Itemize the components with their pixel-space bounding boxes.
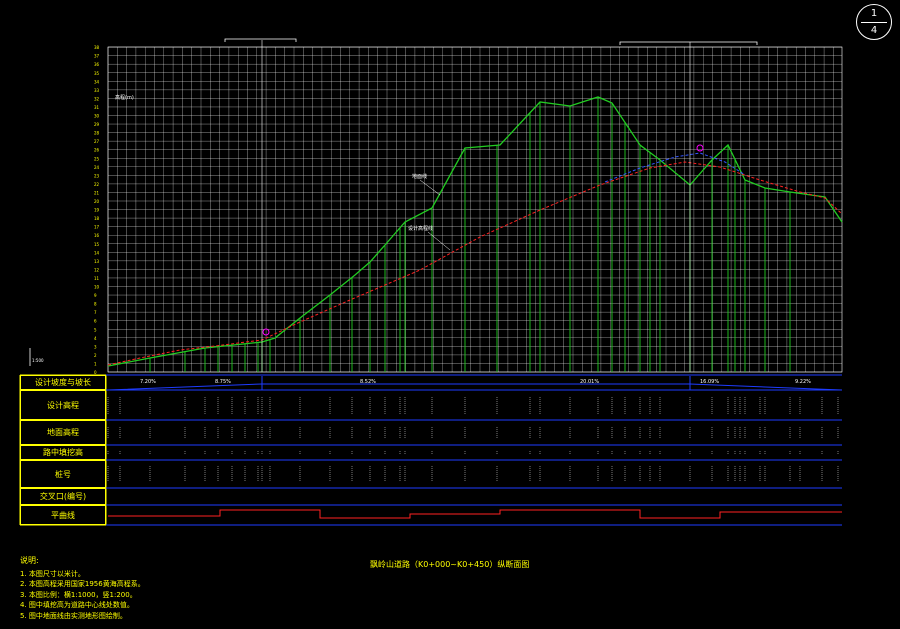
elevation-tick-label: 19 [94, 208, 100, 213]
elevation-tick-label: 25 [94, 156, 100, 161]
elevation-tick-label: 2 [94, 353, 97, 358]
note-item: 5. 图中地面线由实测地形图绘制。 [20, 611, 127, 620]
elevation-tick-label: 4 [94, 336, 97, 341]
elevation-tick-label: 3 [94, 344, 97, 349]
elevation-tick-label: 24 [94, 165, 100, 170]
drawing-title: 飘岭山道路（K0+000~K0+450）纵断面图 [370, 560, 530, 569]
elevation-tick-label: 26 [94, 148, 100, 153]
elevation-tick-label: 20 [94, 199, 100, 204]
note-item: 4. 图中填挖高为道路中心线处数值。 [20, 601, 134, 609]
elevation-tick-label: 31 [94, 105, 100, 110]
elevation-tick-label: 12 [94, 267, 100, 272]
elevation-tick-label: 16 [94, 233, 100, 238]
note-item: 2. 本图高程采用国家1956黄海高程系。 [20, 580, 145, 588]
data-table-lines [19, 374, 843, 526]
note-item: 3. 本图比例：横1:1000，竖1:200。 [20, 590, 137, 599]
vertical-axis-title: 高程(m) [115, 94, 134, 101]
note-item: 1. 本图尺寸以米计。 [20, 569, 85, 578]
slope-label: 9.22% [795, 379, 811, 385]
profile-grid: 0123456789101112131415161718192021222324… [94, 45, 843, 375]
elevation-tick-label: 21 [94, 190, 100, 195]
elevation-tick-label: 36 [94, 62, 100, 67]
annotations: 7.20% 8.75% 8.52% 20.01% 16.09% 9.22% 地面线设计高程线… [29, 38, 811, 385]
elevation-tick-label: 30 [94, 114, 100, 119]
vertical-curve-marker [696, 144, 704, 152]
elevation-tick-label: 15 [94, 242, 100, 247]
row-label-station: 桩号 [20, 460, 106, 488]
slope-label: 20.01% [580, 379, 599, 385]
row-label-cut_fill: 路中填挖高 [20, 445, 106, 460]
elevation-tick-label: 38 [94, 45, 100, 50]
sheet-total: 4 [870, 25, 878, 36]
elevation-tick-label: 14 [94, 250, 100, 255]
elevation-tick-label: 13 [94, 259, 100, 264]
elevation-tick-label: 32 [94, 96, 100, 101]
elevation-tick-label: 35 [94, 71, 100, 76]
elevation-tick-label: 29 [94, 122, 100, 127]
elevation-tick-label: 9 [94, 293, 97, 298]
notes-title: 说明: [20, 556, 39, 565]
grid-frame [107, 46, 843, 373]
top-bracket [224, 38, 297, 42]
ground-line [107, 96, 843, 367]
data-table-values [107, 397, 839, 482]
row-label-ground_elev: 地面高程 [20, 420, 106, 445]
elevation-tick-label: 33 [94, 88, 100, 93]
elevation-tick-label: 0 [94, 370, 97, 375]
design-line-label: 设计高程线 [408, 225, 433, 232]
alignment-line [108, 509, 842, 519]
elevation-tick-label: 1 [94, 361, 97, 366]
sheet-current: 1 [870, 8, 878, 19]
elevation-tick-label: 28 [94, 131, 100, 136]
elevation-tick-label: 10 [94, 285, 100, 290]
elevation-tick-label: 34 [94, 79, 100, 84]
elevation-tick-label: 17 [94, 225, 100, 230]
slope-bracket [107, 383, 843, 391]
vertical-curve-marker [262, 328, 270, 336]
row-label-design_elev: 设计高程 [20, 390, 106, 420]
scale-mark: 1:500 [32, 358, 44, 363]
top-bracket [619, 41, 758, 45]
elevation-tick-label: 18 [94, 216, 100, 221]
elevation-tick-label: 11 [94, 276, 100, 281]
row-label-alignment: 平曲线 [20, 505, 106, 525]
slope-label: 7.20% [140, 379, 156, 385]
sheet-number-badge: 1 4 [856, 4, 892, 40]
elevation-tick-label: 6 [94, 319, 97, 324]
elevation-tick-label: 5 [94, 327, 97, 332]
elevation-tick-label: 37 [94, 54, 100, 59]
leader-line [419, 179, 441, 196]
slope-label: 16.09% [700, 379, 719, 385]
elevation-tick-label: 23 [94, 173, 100, 178]
leader-line [427, 231, 451, 251]
notes-block: 说明: 1. 本图尺寸以米计。 2. 本图高程采用国家1956黄海高程系。 3.… [20, 556, 145, 621]
row-label-slope: 设计坡度与坡长 [20, 375, 106, 390]
vertical-curve-segment [604, 152, 746, 183]
slope-label: 8.52% [360, 379, 376, 385]
design-line [107, 161, 843, 366]
elevation-tick-label: 7 [94, 310, 97, 315]
sheet-divider [861, 22, 887, 23]
row-label-crossing: 交叉口(编号) [20, 488, 106, 505]
slope-label: 8.75% [215, 379, 231, 385]
elevation-tick-label: 22 [94, 182, 100, 187]
elevation-tick-label: 27 [94, 139, 100, 144]
elevation-tick-label: 8 [94, 302, 97, 307]
ground-line-label: 地面线 [412, 173, 427, 180]
